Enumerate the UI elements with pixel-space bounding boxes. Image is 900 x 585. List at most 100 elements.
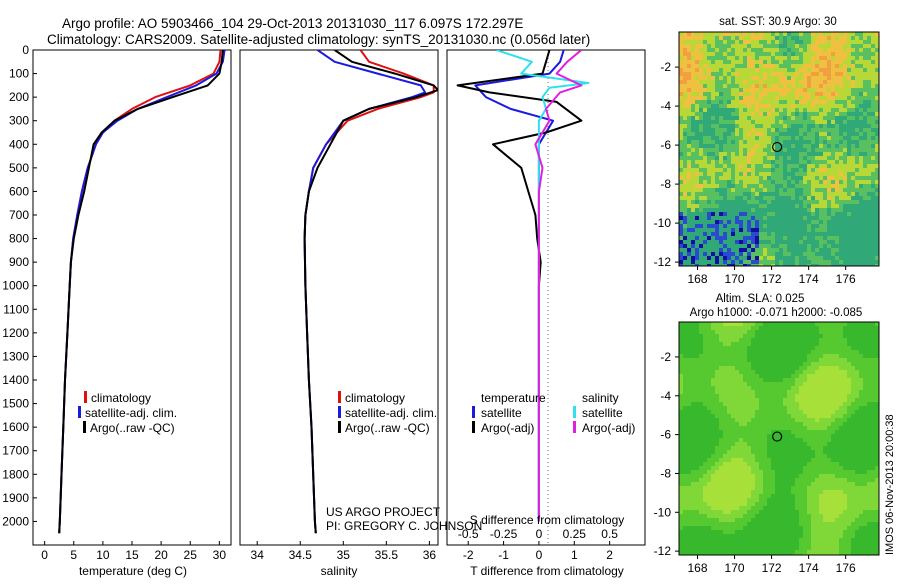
sst-cell	[731, 196, 736, 201]
sst-cell	[727, 188, 732, 193]
sst-cell	[855, 248, 860, 253]
sla-cell	[683, 426, 688, 431]
sla-cell	[691, 398, 696, 403]
sla-cell	[799, 358, 804, 363]
sst-cell	[711, 104, 716, 109]
sst-cell	[795, 256, 800, 261]
sla-cell	[683, 474, 688, 479]
sst-cell	[779, 92, 784, 97]
sla-cell	[731, 330, 736, 335]
sst-cell	[707, 116, 712, 121]
sla-cell	[851, 342, 856, 347]
sst-cell	[819, 240, 824, 245]
sla-cell	[859, 322, 864, 327]
sst-cell	[807, 180, 812, 185]
sla-cell	[799, 326, 804, 331]
sst-cell	[811, 148, 816, 153]
sst-cell	[759, 80, 764, 85]
sst-cell	[843, 100, 848, 105]
sst-cell	[759, 112, 764, 117]
sst-cell	[823, 144, 828, 149]
sst-cell	[679, 228, 684, 233]
sla-cell	[775, 330, 780, 335]
sst-cell	[827, 112, 832, 117]
sst-cell	[695, 108, 700, 113]
sla-cell	[771, 442, 776, 447]
sst-cell	[815, 40, 820, 45]
sst-cell	[703, 144, 708, 149]
sst-cell	[711, 232, 716, 237]
sla-cell	[723, 382, 728, 387]
sst-cell	[723, 128, 728, 133]
sst-cell	[871, 88, 876, 93]
sst-cell	[755, 64, 760, 69]
sst-cell	[819, 256, 824, 261]
sla-cell	[747, 430, 752, 435]
sla-cell	[715, 354, 720, 359]
sla-cell	[795, 466, 800, 471]
sla-cell	[727, 354, 732, 359]
sst-cell	[859, 224, 864, 229]
sla-cell	[699, 398, 704, 403]
sla-cell	[711, 338, 716, 343]
sla-cell	[783, 422, 788, 427]
sla-cell	[871, 466, 876, 471]
sla-cell	[811, 346, 816, 351]
sst-cell	[819, 184, 824, 189]
sst-cell	[703, 188, 708, 193]
sst-cell	[703, 124, 708, 129]
sla-cell	[755, 470, 760, 475]
sst-cell	[735, 96, 740, 101]
sst-cell	[747, 172, 752, 177]
sla-cell	[711, 450, 716, 455]
sst-cell	[839, 192, 844, 197]
sst-cell	[735, 172, 740, 177]
sla-cell	[787, 470, 792, 475]
sla-cell	[843, 442, 848, 447]
sla-cell	[807, 446, 812, 451]
sst-cell	[815, 76, 820, 81]
sst-cell	[695, 112, 700, 117]
sst-cell	[715, 204, 720, 209]
sst-cell	[807, 136, 812, 141]
sst-cell	[863, 192, 868, 197]
sst-cell	[851, 184, 856, 189]
sst-cell	[687, 192, 692, 197]
sst-cell	[855, 56, 860, 61]
sst-cell	[867, 184, 872, 189]
sst-cell	[743, 140, 748, 145]
sst-cell	[727, 124, 732, 129]
sst-cell	[727, 56, 732, 61]
sst-cell	[831, 88, 836, 93]
sst-cell	[815, 100, 820, 105]
sst-cell	[795, 164, 800, 169]
sst-cell	[683, 256, 688, 261]
sla-cell	[871, 350, 876, 355]
sst-cell	[823, 80, 828, 85]
sst-cell	[819, 56, 824, 61]
sla-cell	[683, 366, 688, 371]
sst-cell	[815, 212, 820, 217]
sla-cell	[831, 414, 836, 419]
sst-cell	[679, 100, 684, 105]
sst-cell	[759, 100, 764, 105]
sst-cell	[779, 72, 784, 77]
sst-cell	[771, 192, 776, 197]
sst-cell	[871, 56, 876, 61]
sla-cell	[831, 418, 836, 423]
sla-cell	[707, 406, 712, 411]
sst-cell	[811, 220, 816, 225]
sla-cell	[811, 390, 816, 395]
sst-cell	[719, 200, 724, 205]
sst-cell	[803, 196, 808, 201]
sla-cell	[787, 378, 792, 383]
sla-cell	[799, 346, 804, 351]
sst-cell	[843, 136, 848, 141]
sst-cell	[771, 212, 776, 217]
sla-cell	[787, 330, 792, 335]
sst-cell	[775, 132, 780, 137]
sla-cell	[863, 402, 868, 407]
sst-cell	[815, 196, 820, 201]
sst-cell	[727, 80, 732, 85]
sst-cell	[799, 132, 804, 137]
